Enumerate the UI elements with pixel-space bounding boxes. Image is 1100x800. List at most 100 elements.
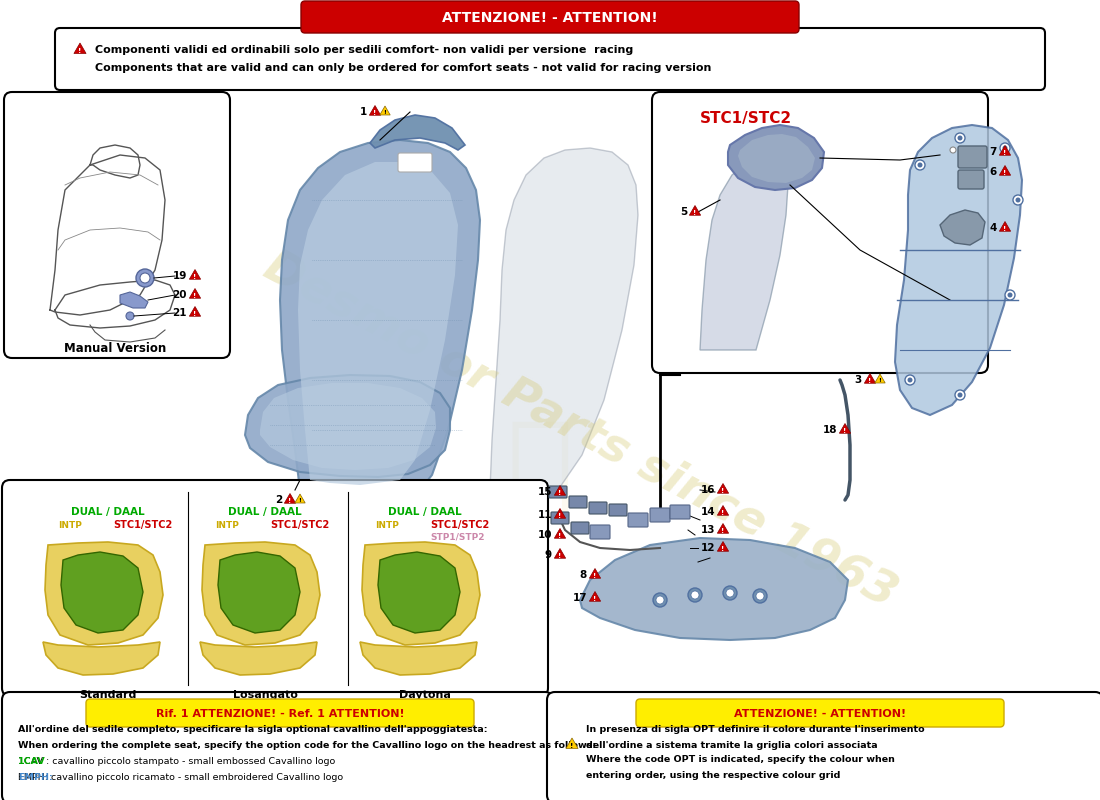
Circle shape xyxy=(957,135,962,141)
Circle shape xyxy=(656,596,664,604)
Text: STC1/STC2: STC1/STC2 xyxy=(270,520,329,530)
Polygon shape xyxy=(738,134,815,183)
Circle shape xyxy=(1002,146,1008,150)
Text: 18: 18 xyxy=(823,425,837,435)
Text: DUAL / DAAL: DUAL / DAAL xyxy=(388,507,462,517)
Polygon shape xyxy=(74,43,86,54)
Text: 10: 10 xyxy=(538,530,552,540)
Text: Where the code OPT is indicated, specify the colour when: Where the code OPT is indicated, specify… xyxy=(586,755,895,765)
Text: !: ! xyxy=(373,110,376,116)
Polygon shape xyxy=(590,591,601,602)
Circle shape xyxy=(1000,143,1010,153)
Text: Manual Version: Manual Version xyxy=(64,342,166,354)
Text: 4: 4 xyxy=(990,223,997,233)
Circle shape xyxy=(1005,290,1015,300)
Polygon shape xyxy=(218,552,300,633)
Text: !: ! xyxy=(570,742,574,749)
Text: STC1/STC2: STC1/STC2 xyxy=(113,520,173,530)
Circle shape xyxy=(917,162,923,167)
Text: DUAL / DAAL: DUAL / DAAL xyxy=(72,507,145,517)
FancyBboxPatch shape xyxy=(549,486,566,498)
Polygon shape xyxy=(280,140,480,495)
Text: !: ! xyxy=(593,573,596,578)
Text: INTP: INTP xyxy=(58,521,81,530)
FancyBboxPatch shape xyxy=(628,513,648,527)
Circle shape xyxy=(1015,198,1021,202)
FancyBboxPatch shape xyxy=(86,699,474,727)
Text: INTP: INTP xyxy=(375,521,399,530)
Polygon shape xyxy=(298,162,458,485)
Text: 17: 17 xyxy=(572,593,587,603)
Circle shape xyxy=(950,147,956,153)
Text: STC1/STC2: STC1/STC2 xyxy=(430,520,490,530)
Text: 8: 8 xyxy=(580,570,587,580)
Text: 14: 14 xyxy=(701,507,715,517)
Polygon shape xyxy=(700,158,788,350)
Polygon shape xyxy=(717,542,728,551)
Polygon shape xyxy=(362,542,480,645)
Text: !: ! xyxy=(1003,226,1006,232)
Circle shape xyxy=(136,269,154,287)
Polygon shape xyxy=(895,125,1022,415)
Text: 15: 15 xyxy=(538,487,552,497)
Circle shape xyxy=(1013,195,1023,205)
FancyBboxPatch shape xyxy=(636,699,1004,727)
Polygon shape xyxy=(189,306,200,316)
FancyBboxPatch shape xyxy=(4,92,230,358)
FancyBboxPatch shape xyxy=(958,146,987,168)
Text: EMPH: cavallino piccolo ricamato - small embroidered Cavallino logo: EMPH: cavallino piccolo ricamato - small… xyxy=(18,774,343,782)
Text: 13: 13 xyxy=(701,525,715,535)
Polygon shape xyxy=(940,210,984,245)
Text: 1: 1 xyxy=(360,107,367,117)
FancyBboxPatch shape xyxy=(55,28,1045,90)
Text: When ordering the complete seat, specify the option code for the Cavallino logo : When ordering the complete seat, specify… xyxy=(18,741,596,750)
Circle shape xyxy=(688,588,702,602)
Text: STP1/STP2: STP1/STP2 xyxy=(430,533,484,542)
Text: !: ! xyxy=(559,513,562,518)
Text: dell'ordine a sistema tramite la griglia colori associata: dell'ordine a sistema tramite la griglia… xyxy=(586,741,878,750)
Circle shape xyxy=(1008,293,1012,298)
Polygon shape xyxy=(295,494,305,503)
Polygon shape xyxy=(202,542,320,645)
Polygon shape xyxy=(189,289,200,298)
FancyBboxPatch shape xyxy=(301,1,799,33)
Text: Standard
Style: Standard Style xyxy=(79,690,136,712)
Text: 16: 16 xyxy=(701,485,715,495)
Circle shape xyxy=(957,393,962,398)
FancyBboxPatch shape xyxy=(590,525,610,539)
Polygon shape xyxy=(999,166,1011,175)
Text: !: ! xyxy=(559,490,562,496)
Text: 2: 2 xyxy=(275,495,282,505)
Text: !: ! xyxy=(194,293,197,298)
FancyBboxPatch shape xyxy=(609,504,627,516)
Polygon shape xyxy=(245,375,450,477)
Text: Rif. 1 ATTENZIONE! - Ref. 1 ATTENTION!: Rif. 1 ATTENZIONE! - Ref. 1 ATTENTION! xyxy=(156,709,405,719)
Polygon shape xyxy=(260,383,436,470)
Polygon shape xyxy=(378,552,460,633)
Polygon shape xyxy=(554,486,565,495)
Text: entering order, using the respective colour grid: entering order, using the respective col… xyxy=(586,770,840,779)
Text: 20: 20 xyxy=(173,290,187,300)
Polygon shape xyxy=(717,483,728,494)
Polygon shape xyxy=(284,494,296,503)
Text: Componenti validi ed ordinabili solo per sedili comfort- non validi per versione: Componenti validi ed ordinabili solo per… xyxy=(95,45,634,55)
Text: !: ! xyxy=(194,274,197,280)
Polygon shape xyxy=(999,222,1011,231)
Text: 6: 6 xyxy=(990,167,997,177)
Circle shape xyxy=(915,160,925,170)
Circle shape xyxy=(723,586,737,600)
Text: !: ! xyxy=(384,110,386,115)
Circle shape xyxy=(955,390,965,400)
Polygon shape xyxy=(60,552,143,633)
Text: 11: 11 xyxy=(538,510,552,520)
FancyBboxPatch shape xyxy=(2,480,548,696)
Polygon shape xyxy=(554,509,565,518)
Circle shape xyxy=(653,593,667,607)
Polygon shape xyxy=(370,115,465,150)
Text: 3: 3 xyxy=(855,375,862,385)
Polygon shape xyxy=(360,642,477,675)
Text: Desmo or Parts since 1963: Desmo or Parts since 1963 xyxy=(256,243,904,617)
Circle shape xyxy=(905,375,915,385)
Circle shape xyxy=(754,589,767,603)
Circle shape xyxy=(955,133,965,143)
